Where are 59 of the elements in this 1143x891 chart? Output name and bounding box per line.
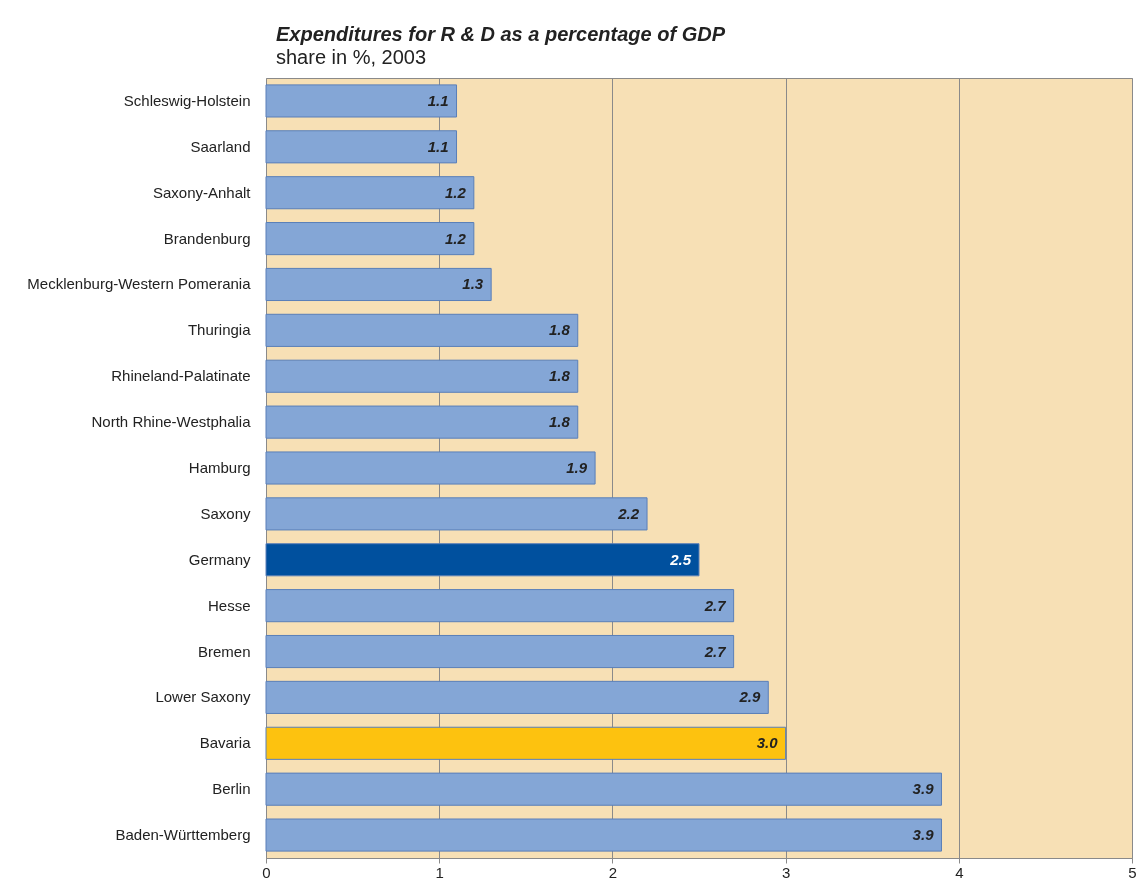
bar	[265, 451, 596, 485]
bar	[265, 359, 579, 393]
y-tick-label: Saxony-Anhalt	[152, 183, 252, 201]
y-tick-label: Mecklenburg-Western Pomerania	[27, 275, 252, 293]
bar	[265, 405, 579, 439]
y-tick-label: Lower Saxony	[155, 688, 251, 706]
data-label: 1.8	[548, 413, 571, 431]
x-tick-label: 1	[435, 863, 444, 881]
data-label: 1.1	[427, 137, 449, 155]
y-tick-label: Rhineland-Palatinate	[111, 367, 251, 385]
data-label: 3.9	[912, 826, 935, 844]
bar	[265, 130, 458, 164]
data-label: 1.3	[462, 275, 484, 293]
y-tick-label: North Rhine-Westphalia	[91, 413, 252, 431]
x-tick-label: 0	[262, 863, 271, 881]
data-label: 2.7	[703, 642, 727, 660]
data-label: 1.9	[566, 459, 588, 476]
y-tick-label: Schleswig-Holstein	[123, 91, 251, 109]
data-label: 3.0	[756, 734, 779, 752]
bar	[265, 726, 787, 760]
y-tick-label: Saarland	[190, 137, 251, 155]
data-label: 2.5	[669, 550, 692, 568]
y-tick-label: Saxony	[200, 504, 251, 522]
bar	[265, 680, 769, 714]
bar	[265, 313, 579, 347]
bar	[265, 267, 492, 302]
y-tick-label: Berlin	[212, 780, 251, 798]
y-tick-label: Hamburg	[188, 459, 251, 476]
y-tick-label: Hesse	[207, 596, 251, 614]
bar	[265, 589, 735, 623]
y-tick-label: Brandenburg	[163, 229, 251, 247]
bar	[265, 634, 735, 669]
data-label: 1.2	[444, 229, 467, 247]
data-label: 2.7	[703, 596, 727, 614]
y-tick-label: Baden-Württemberg	[115, 826, 251, 844]
y-tick-label: Bremen	[197, 642, 251, 660]
data-label: 1.8	[548, 367, 571, 385]
x-tick-label: 5	[1128, 863, 1137, 881]
bar	[265, 84, 458, 118]
chart-subtitle: share in %, 2003	[276, 46, 427, 68]
x-tick-label: 3	[781, 863, 791, 881]
bar	[265, 543, 700, 577]
bar	[265, 497, 648, 531]
chart-title: Expenditures for R & D as a percentage of GDP	[276, 23, 726, 45]
data-label: 1.8	[548, 321, 571, 339]
data-label: 2.2	[617, 504, 640, 522]
x-tick-label: 2	[608, 863, 618, 881]
data-label: 1.2	[444, 183, 467, 201]
data-label: 2.9	[738, 688, 761, 706]
bar	[265, 222, 475, 256]
y-tick-label: Thuringia	[187, 321, 252, 339]
x-tick-label: 4	[955, 863, 964, 881]
y-tick-label: Bavaria	[199, 734, 252, 752]
bar	[265, 818, 942, 852]
y-tick-label: Germany	[188, 550, 251, 568]
data-label: 3.9	[912, 780, 935, 798]
data-label: 1.1	[427, 91, 449, 109]
bar	[265, 176, 475, 210]
bar	[265, 772, 942, 806]
